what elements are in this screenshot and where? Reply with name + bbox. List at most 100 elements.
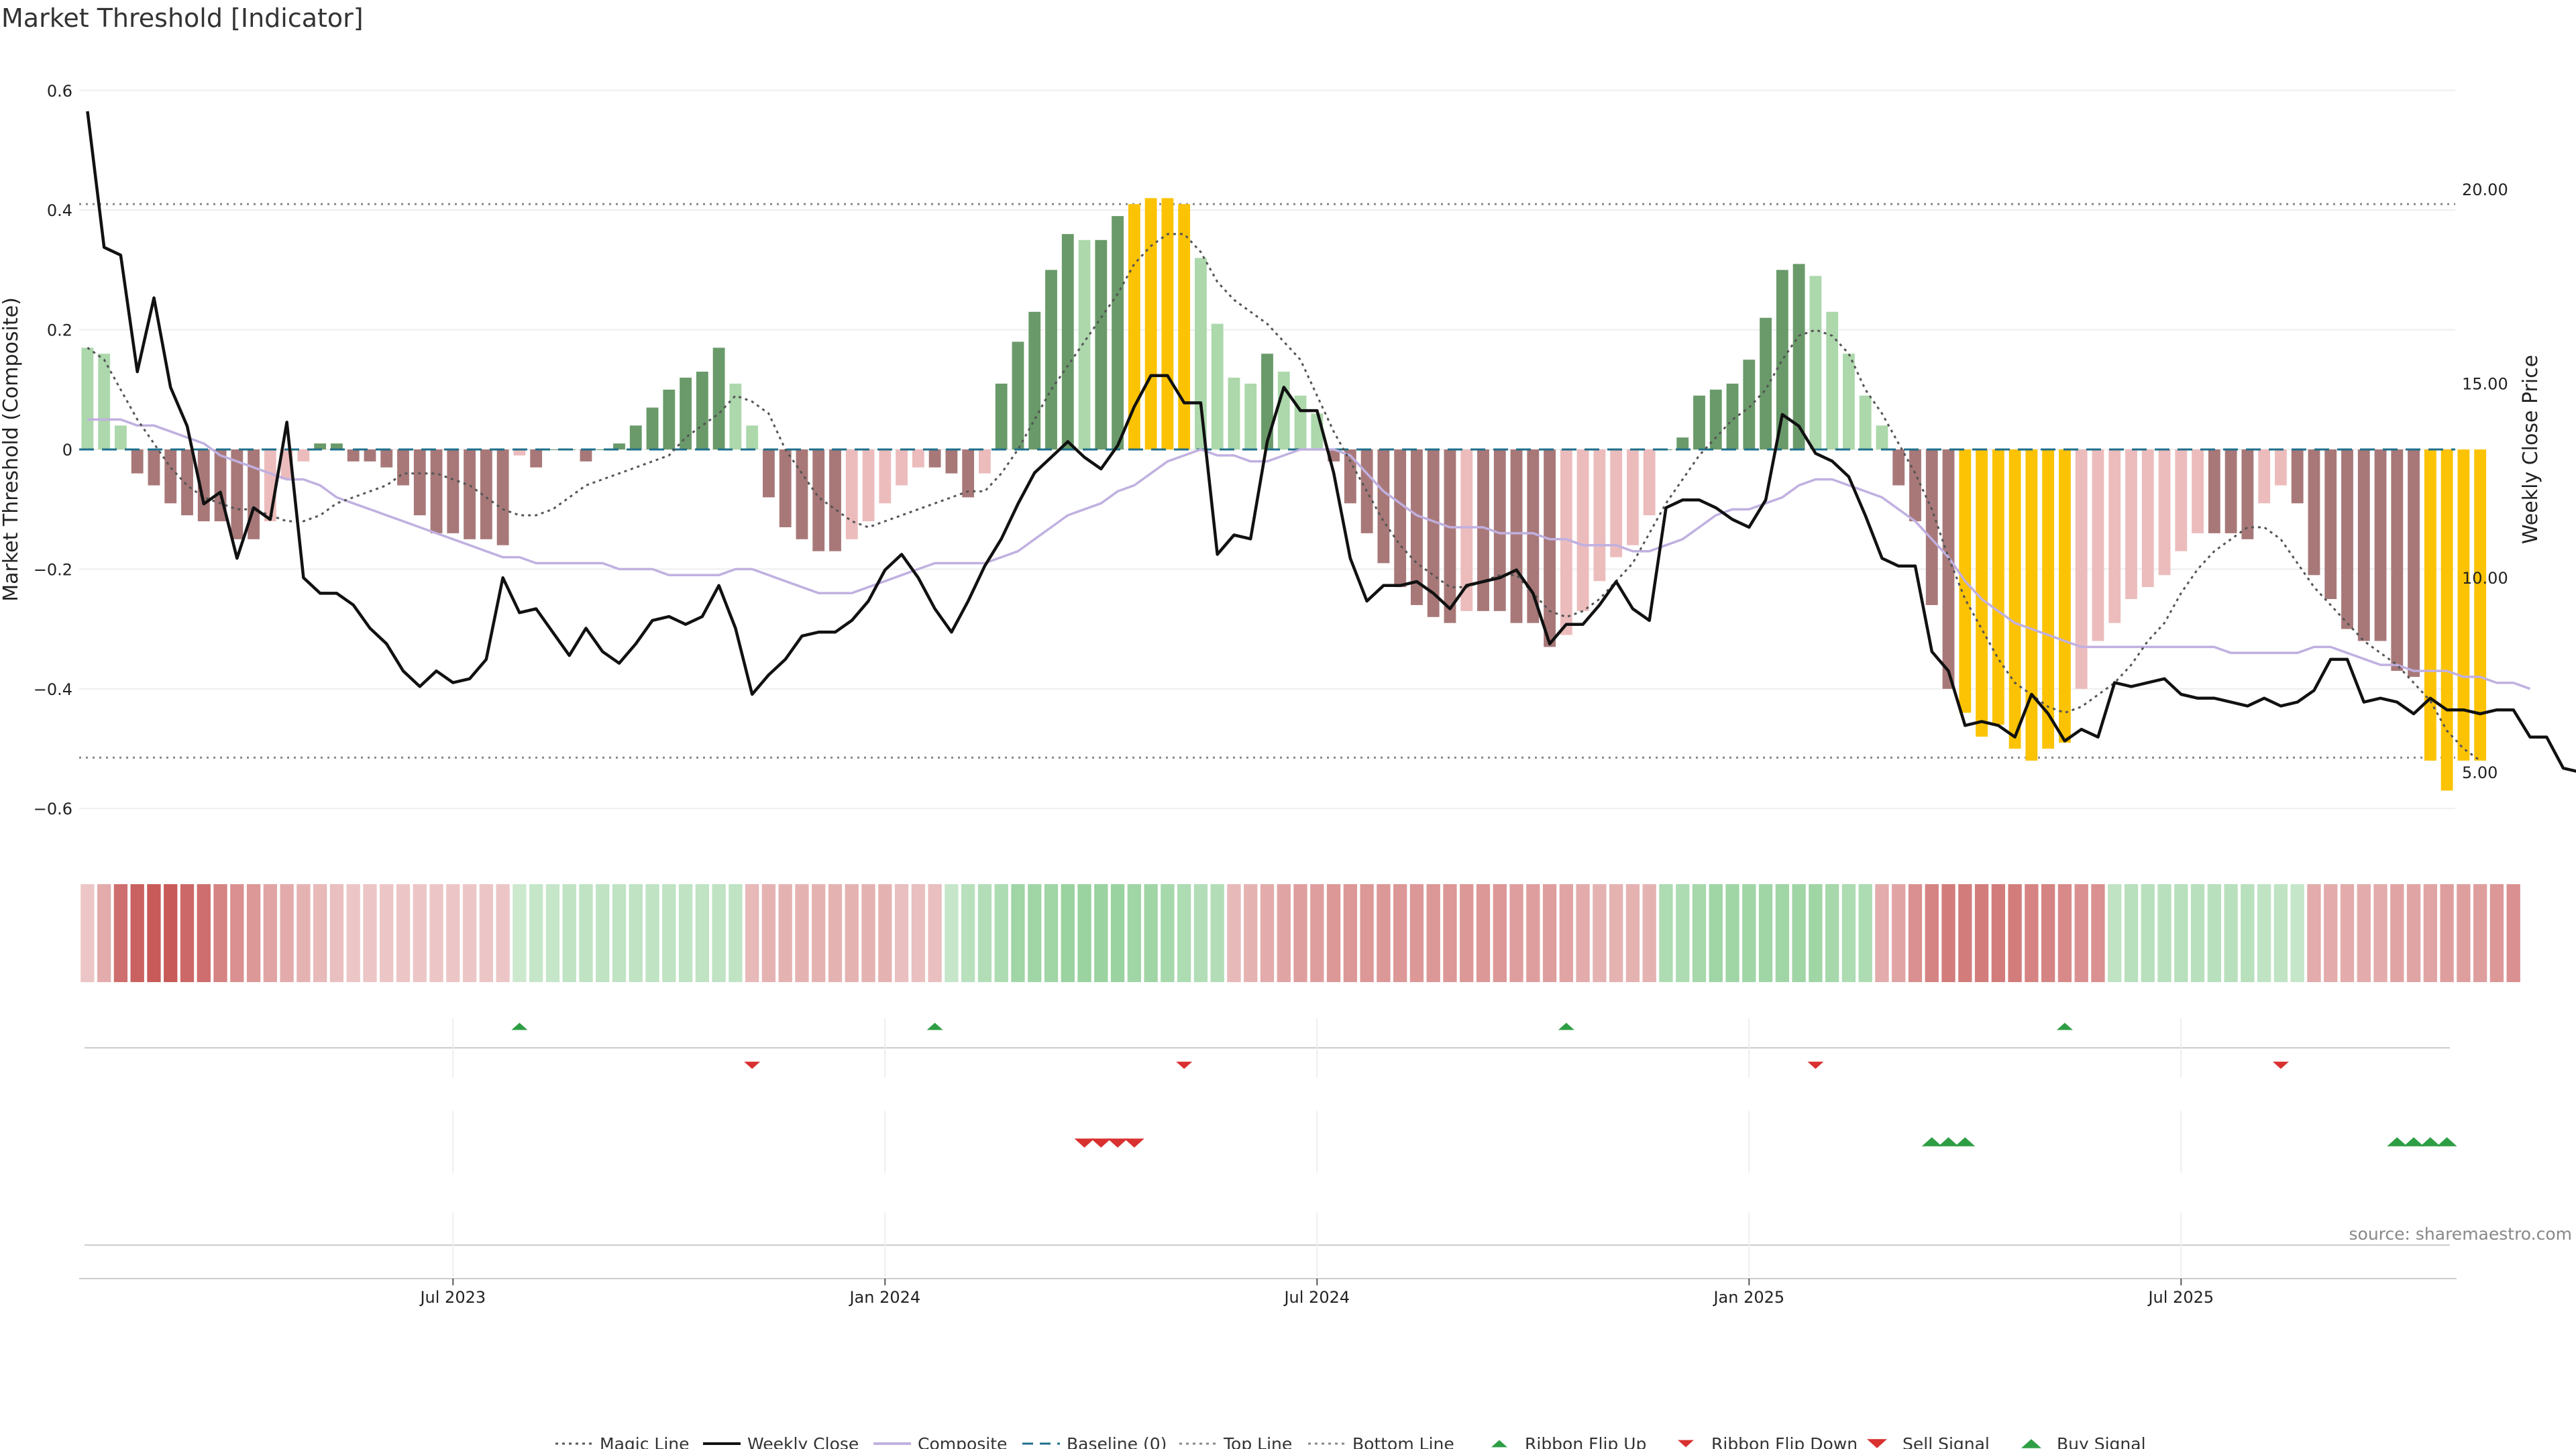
ribbon-cell xyxy=(1077,884,1091,982)
legend-label: Sell Signal xyxy=(1902,1434,1990,1449)
ribbon-cell xyxy=(1958,884,1972,982)
ribbon-cell xyxy=(2141,884,2155,982)
ribbon-cell xyxy=(230,884,244,982)
ribbon-cell xyxy=(562,884,576,982)
sell-signal-marker xyxy=(1108,1138,1128,1148)
composite-bar xyxy=(763,449,775,498)
composite-bar xyxy=(1045,270,1057,449)
composite-bar xyxy=(2125,449,2137,600)
composite-bar xyxy=(712,347,725,449)
ribbon-flip-up-marker xyxy=(926,1022,943,1030)
ribbon-cell xyxy=(2307,884,2321,982)
composite-bar xyxy=(314,443,327,449)
ribbon-cell xyxy=(313,884,327,982)
composite-bar xyxy=(2042,449,2055,749)
legend-label: Magic Line xyxy=(600,1434,690,1449)
ribbon-cell xyxy=(1277,884,1291,982)
composite-bar xyxy=(680,377,692,449)
ribbon-cell xyxy=(363,884,377,982)
ribbon-cell xyxy=(1426,884,1440,982)
composite-bar xyxy=(1643,449,1656,516)
ribbon-cell xyxy=(2241,884,2255,982)
composite-bar xyxy=(1760,317,1772,449)
ribbon-cell xyxy=(1676,884,1690,982)
composite-bar xyxy=(1178,204,1191,449)
composite-bar xyxy=(646,407,659,449)
ribbon-cell xyxy=(878,884,892,982)
composite-bar xyxy=(2474,449,2487,761)
composite-bars xyxy=(81,198,2487,791)
legend-label: Weekly Close xyxy=(747,1434,859,1449)
composite-bar xyxy=(1360,449,1373,533)
composite-bar xyxy=(1061,233,1074,449)
composite-bar xyxy=(131,449,144,474)
composite-line xyxy=(87,418,2531,690)
ribbon-cell xyxy=(346,884,360,982)
composite-bar xyxy=(1709,389,1722,449)
ribbon-cell xyxy=(2506,884,2520,982)
composite-bar xyxy=(98,354,111,449)
ribbon-cell xyxy=(1875,884,1889,982)
composite-bar xyxy=(248,449,260,539)
ribbon-cell xyxy=(1094,884,1108,982)
ribbon-cell xyxy=(2273,884,2288,982)
ribbon-cell xyxy=(1609,884,1623,982)
ribbon-cell xyxy=(1908,884,1923,982)
composite-bar xyxy=(995,383,1008,449)
y2-tick-label: 20.00 xyxy=(2462,180,2508,199)
ribbon-cell xyxy=(113,884,128,982)
ribbon-cell xyxy=(396,884,411,982)
composite-bar xyxy=(2141,449,2154,588)
ribbon-cell xyxy=(1825,884,1839,982)
sell-signal-marker xyxy=(1091,1138,1112,1148)
x-tick-label: Jul 2025 xyxy=(2147,1288,2214,1307)
composite-bar xyxy=(2374,449,2387,641)
composite-bar xyxy=(613,443,625,449)
ribbon-cell xyxy=(2124,884,2139,982)
ribbon-flip-down-marker xyxy=(1176,1061,1193,1069)
composite-bar xyxy=(1726,383,1739,449)
composite-bar xyxy=(115,425,127,449)
ribbon-cell xyxy=(479,884,494,982)
composite-bar xyxy=(1444,449,1456,623)
composite-bar xyxy=(1144,198,1157,449)
magic-line xyxy=(87,233,2481,762)
ribbon-cell xyxy=(928,884,942,982)
buy-signal-marker xyxy=(2404,1137,2424,1146)
weekly-close-line xyxy=(86,111,2576,773)
y2-tick-label: 15.00 xyxy=(2462,375,2508,394)
composite-bar xyxy=(845,449,858,539)
composite-bar xyxy=(148,449,160,486)
ribbon-cell xyxy=(2257,884,2271,982)
ribbon-cell xyxy=(147,884,161,982)
composite-bar xyxy=(1078,239,1091,449)
ribbon-cell xyxy=(1293,884,1307,982)
legend-label: Bottom Line xyxy=(1352,1434,1454,1449)
composite-bar xyxy=(829,449,841,551)
ribbon-cell xyxy=(579,884,593,982)
ribbon-cell xyxy=(1193,884,1208,982)
composite-bar xyxy=(364,449,376,462)
composite-bar xyxy=(2059,449,2071,743)
ribbon-cell xyxy=(2041,884,2055,982)
composite-bar xyxy=(1859,395,1872,449)
composite-bar xyxy=(413,449,426,516)
axis-ticks: 0.6 0.4 0.2 0 −0.2 −0.4 −0.6 20.00 15.00 10.00 5.0… xyxy=(34,82,2508,818)
composite-bar xyxy=(862,449,875,522)
composite-bar xyxy=(1743,360,1756,449)
sell-signal-marker xyxy=(1124,1138,1144,1148)
ribbon-cell xyxy=(1127,884,1142,982)
composite-bar xyxy=(1909,449,1921,522)
ribbon-cell xyxy=(1991,884,2006,982)
ribbon-cell xyxy=(164,884,178,982)
ribbon-cell xyxy=(1742,884,1756,982)
composite-bar xyxy=(380,449,393,468)
composite-bar xyxy=(2391,449,2404,672)
composite-bar xyxy=(2457,449,2470,761)
signal-markers xyxy=(85,1018,2457,1277)
composite-bar xyxy=(1493,449,1506,611)
x-axis: Jul 2023 Jan 2024 Jul 2024 Jan 2025 Jul 2025 xyxy=(79,1278,2457,1307)
composite-bar xyxy=(447,449,460,533)
ribbon-cell xyxy=(1725,884,1739,982)
ribbon-cell xyxy=(429,884,443,982)
